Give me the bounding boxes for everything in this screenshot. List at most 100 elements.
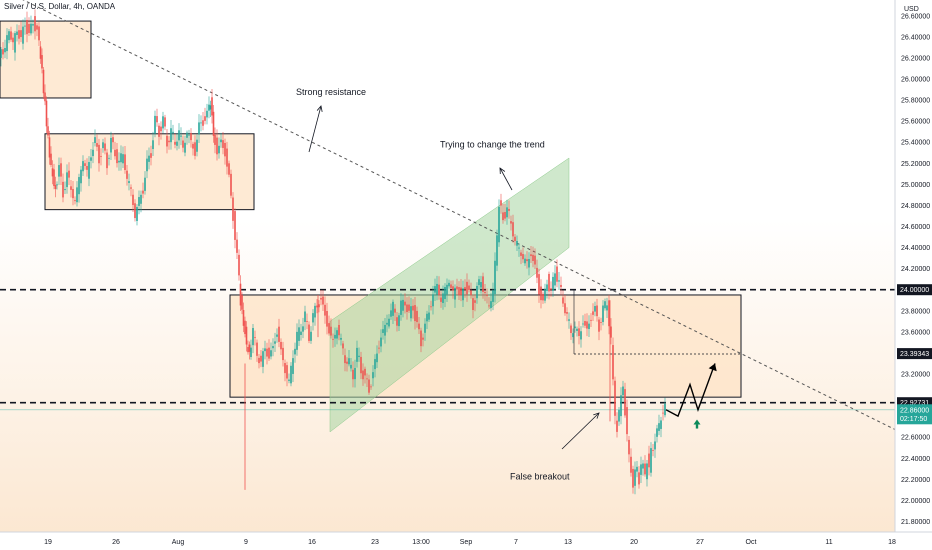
candle-body xyxy=(588,323,590,329)
candle-body xyxy=(602,305,604,322)
candle xyxy=(118,152,120,171)
price-tick-label: 23.80000 xyxy=(901,308,930,315)
candle-body xyxy=(270,350,272,357)
candle-body xyxy=(632,468,634,488)
candle-body xyxy=(216,137,218,155)
candle-body xyxy=(42,69,45,94)
candle-body xyxy=(590,319,592,321)
ascending-channel[interactable] xyxy=(329,157,570,433)
candle-body xyxy=(618,409,620,422)
candle-body xyxy=(182,140,184,148)
projection-path[interactable] xyxy=(665,363,716,418)
candle-body xyxy=(286,365,288,379)
candle-body xyxy=(328,323,330,334)
candle-body xyxy=(76,187,78,203)
candle xyxy=(308,321,310,344)
candle-body xyxy=(68,170,70,178)
candle-body xyxy=(642,463,644,469)
candle-body xyxy=(2,49,4,55)
candle-body xyxy=(10,31,12,40)
candle xyxy=(330,318,332,339)
candle xyxy=(366,373,368,388)
candle xyxy=(326,302,328,335)
candle-body xyxy=(392,301,394,316)
candle-body xyxy=(362,370,364,380)
candle-body xyxy=(12,37,14,43)
candle xyxy=(238,249,240,281)
candle xyxy=(620,387,622,425)
candle-body xyxy=(332,338,334,340)
candle xyxy=(58,157,60,185)
candle xyxy=(630,448,632,477)
candle xyxy=(180,127,182,146)
candle-body xyxy=(82,161,84,172)
candle-body xyxy=(600,322,602,323)
candle-body xyxy=(206,110,208,118)
candle xyxy=(580,326,582,348)
candle xyxy=(584,313,586,329)
level-24-label: 24.00000 xyxy=(900,287,929,294)
candle xyxy=(400,293,402,321)
candle-body xyxy=(572,333,574,338)
candle xyxy=(16,24,18,42)
candle-body xyxy=(310,331,312,341)
candle-body xyxy=(124,154,126,171)
candle-body xyxy=(192,143,194,149)
candle xyxy=(280,338,282,355)
candle xyxy=(428,305,430,322)
candle xyxy=(572,328,574,344)
candle xyxy=(564,295,566,316)
candle xyxy=(36,22,38,37)
candle xyxy=(588,315,590,337)
candle xyxy=(132,189,134,213)
candle-body xyxy=(354,367,356,380)
candle-body xyxy=(640,464,642,475)
candle-body xyxy=(656,428,658,437)
candle xyxy=(514,233,516,246)
candle xyxy=(490,293,492,312)
buy-arrow-stem xyxy=(695,424,699,429)
price-tick-label: 24.20000 xyxy=(901,266,930,273)
candle xyxy=(522,247,524,263)
candle xyxy=(204,107,206,125)
candle-body xyxy=(550,288,552,290)
candle-body xyxy=(162,116,164,129)
candle xyxy=(506,199,508,225)
candle xyxy=(406,297,408,320)
candle xyxy=(126,165,128,186)
candle xyxy=(434,278,436,301)
candle xyxy=(356,340,358,368)
candle-body xyxy=(282,347,284,361)
candle-body xyxy=(6,35,8,52)
consolidation-zone[interactable] xyxy=(0,20,92,99)
candle-body xyxy=(62,181,64,198)
candle xyxy=(372,365,374,387)
candle xyxy=(450,280,452,292)
candle xyxy=(376,345,378,368)
candle-body xyxy=(482,276,484,292)
candle xyxy=(72,181,74,206)
candle-body xyxy=(150,153,152,158)
candle-body xyxy=(416,310,418,323)
candle xyxy=(62,173,64,203)
candle xyxy=(230,169,232,199)
candle-body xyxy=(526,259,528,262)
candle xyxy=(76,181,78,207)
candle xyxy=(310,326,312,344)
candle xyxy=(4,39,6,59)
candle-body xyxy=(8,31,10,41)
candle xyxy=(306,313,308,330)
candle-body xyxy=(540,286,542,301)
candle xyxy=(198,114,200,143)
resistance-trendline[interactable] xyxy=(0,0,932,449)
candle xyxy=(590,313,592,327)
candle xyxy=(446,278,448,302)
candle xyxy=(2,42,4,60)
candle-body xyxy=(410,306,412,319)
candle-body xyxy=(51,168,54,177)
candle xyxy=(462,280,464,308)
price-tick-label: 24.60000 xyxy=(901,224,930,231)
candle-body xyxy=(186,132,188,138)
